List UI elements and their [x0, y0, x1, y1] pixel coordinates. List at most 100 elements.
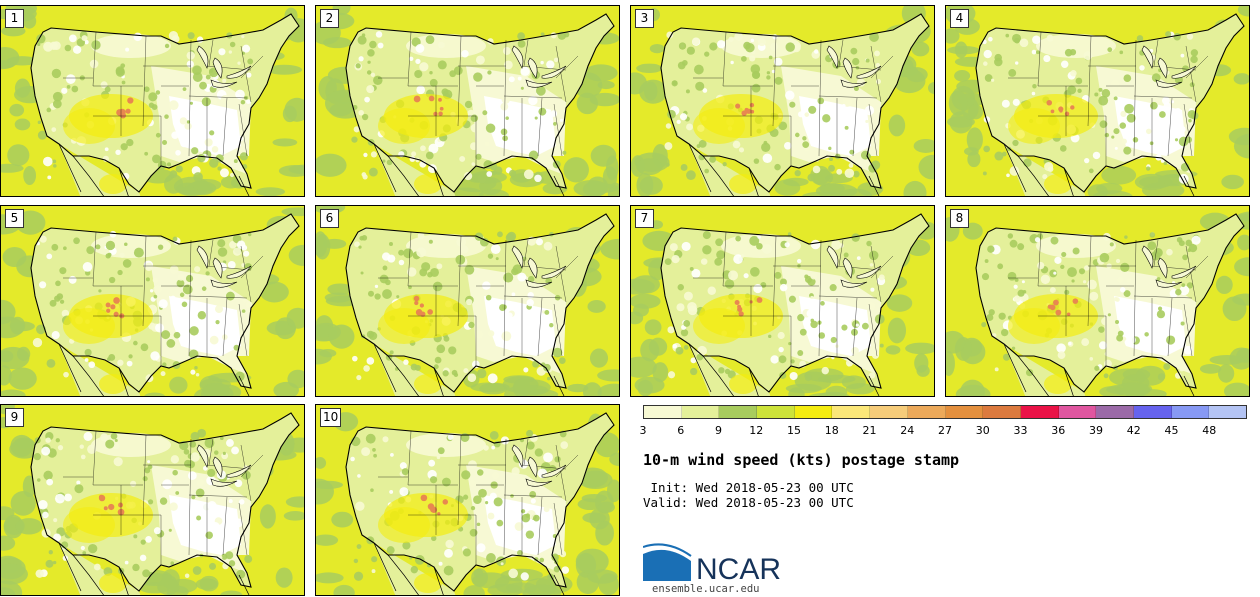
wind-speckle — [476, 368, 487, 379]
ocean-wind-patch — [632, 303, 649, 317]
wind-speckle — [196, 479, 205, 487]
wind-speckle — [1125, 324, 1131, 330]
wind-speckle — [1071, 279, 1075, 283]
wind-speckle — [702, 245, 712, 255]
wind-speckle — [1163, 102, 1172, 110]
wind-speckle — [355, 63, 361, 69]
wind-speckle — [1138, 143, 1145, 150]
colorbar-swatch — [644, 406, 682, 418]
wind-speckle — [526, 441, 535, 450]
wind-speckle — [857, 158, 862, 164]
wind-speckle — [561, 566, 570, 574]
gulf-wind-patch — [774, 179, 801, 196]
wind-speckle — [429, 476, 438, 484]
wind-speckle — [367, 49, 375, 57]
wind-speckle — [994, 151, 1004, 161]
wind-speckle — [170, 295, 176, 302]
wind-speckle — [560, 441, 569, 450]
wind-speckle — [211, 521, 220, 531]
wind-speckle — [1166, 335, 1176, 345]
wind-speckle — [520, 509, 526, 514]
wind-speckle — [364, 96, 370, 103]
wind-speckle — [664, 258, 672, 266]
wind-speckle — [672, 80, 678, 86]
ocean-wind-patch — [287, 369, 304, 389]
wind-speckle — [222, 562, 229, 570]
wind-speckle — [463, 368, 469, 374]
wind-speckle — [544, 310, 550, 315]
wind-speckle — [474, 321, 480, 327]
wind-speckle — [1179, 126, 1186, 133]
wind-speckle — [745, 42, 755, 53]
mexico-high-wind — [99, 573, 127, 593]
wind-speckle — [829, 284, 837, 292]
state-boundaries — [378, 31, 579, 166]
peak-wind-cell — [105, 302, 111, 308]
wind-speckle — [184, 573, 190, 578]
wind-speckle — [799, 328, 807, 336]
wind-speckle — [476, 543, 486, 553]
member-number-label: 3 — [635, 9, 654, 28]
wind-speckle — [1113, 96, 1118, 101]
wind-speckle — [531, 330, 541, 340]
wind-speckle — [508, 568, 519, 579]
wind-speckle — [517, 272, 527, 282]
wind-speckle — [1179, 366, 1185, 372]
wind-speckle — [702, 231, 711, 240]
ocean-wind-patch — [285, 496, 304, 508]
peak-wind-cell — [415, 309, 423, 316]
wind-speckle — [175, 165, 183, 173]
wind-speckle — [738, 147, 745, 153]
wind-speckle — [59, 299, 65, 304]
gulf-wind-patch — [191, 178, 222, 191]
wind-speckle — [428, 459, 436, 467]
wind-speckle — [865, 119, 869, 124]
wind-speckle — [373, 75, 383, 86]
wind-speckle — [197, 311, 207, 320]
wind-speckle — [162, 479, 173, 490]
wind-speckle — [184, 122, 192, 130]
wind-speckle — [233, 159, 238, 164]
coastline — [30, 13, 300, 193]
wind-speckle — [42, 156, 53, 167]
wind-speckle — [237, 61, 241, 65]
wind-speckle — [121, 80, 126, 85]
wind-speckle — [487, 253, 494, 259]
wind-speckle — [856, 128, 862, 135]
wind-speckle — [191, 495, 196, 500]
wind-speckle — [81, 35, 88, 42]
wind-speckle — [155, 323, 165, 333]
wind-speckle — [442, 370, 449, 377]
wind-speckle — [683, 320, 691, 327]
northern-plains-light — [406, 433, 486, 457]
ocean-wind-patch — [582, 512, 607, 524]
wind-speckle — [86, 246, 95, 255]
wind-speckle — [855, 323, 859, 327]
wind-speckle — [169, 170, 178, 179]
wind-speckle — [517, 76, 522, 81]
wind-speckle — [533, 340, 538, 345]
wind-speckle — [427, 271, 433, 278]
wind-speckle — [411, 151, 417, 157]
wind-speckle — [1008, 69, 1017, 77]
member-number-label: 7 — [635, 209, 654, 228]
wind-speckle — [994, 57, 1003, 67]
wind-speckle — [549, 465, 557, 473]
ocean-wind-patch — [1222, 296, 1247, 322]
wind-speckle — [1078, 268, 1086, 275]
wind-speckle — [724, 279, 735, 289]
wind-speckle — [221, 553, 228, 560]
wind-speed-map — [946, 206, 1249, 396]
wind-speckle — [1163, 161, 1168, 166]
wind-speckle — [836, 308, 840, 312]
wind-speckle — [1017, 243, 1025, 251]
wind-speckle — [216, 554, 223, 561]
wind-speckle — [497, 231, 503, 238]
wind-speckle — [358, 56, 364, 62]
wind-speckle — [38, 500, 48, 510]
wind-speckle — [389, 350, 394, 355]
ocean-wind-patch — [636, 63, 663, 74]
colorbar-swatch — [1096, 406, 1134, 418]
ocean-wind-patch — [946, 330, 966, 354]
great-lakes — [511, 245, 567, 288]
